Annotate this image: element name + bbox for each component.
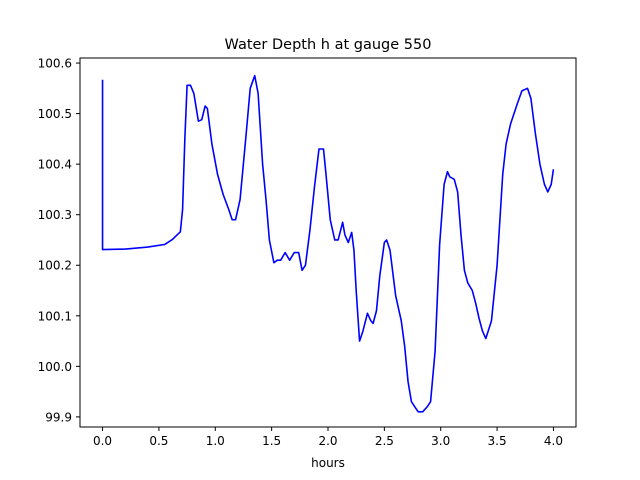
y-tick-label: 100.4 <box>38 158 72 172</box>
x-tick-label: 0.0 <box>93 434 112 448</box>
x-tick-label: 1.5 <box>262 434 281 448</box>
y-tick-label: 100.6 <box>38 57 72 71</box>
chart-title: Water Depth h at gauge 550 <box>225 37 432 53</box>
x-axis-ticks: 0.0 0.5 1.0 1.5 2.0 2.5 3.0 3.5 4.0 <box>93 427 563 448</box>
y-tick-label: 99.9 <box>45 410 72 424</box>
x-axis-label: hours <box>311 456 345 470</box>
plot-frame <box>79 57 577 428</box>
x-tick-label: 2.0 <box>318 434 337 448</box>
x-tick-label: 0.5 <box>149 434 168 448</box>
x-tick-label: 3.5 <box>488 434 507 448</box>
x-tick-label: 4.0 <box>544 434 563 448</box>
plot-area <box>80 58 576 427</box>
y-tick-label: 100.5 <box>38 107 72 121</box>
x-tick-label: 3.0 <box>431 434 450 448</box>
series-layer <box>101 74 555 413</box>
series-line-0 <box>101 74 555 413</box>
y-tick-label: 100.2 <box>38 259 72 273</box>
y-tick-label: 100.3 <box>38 208 72 222</box>
y-tick-label: 100.0 <box>38 360 72 374</box>
x-tick-label: 1.0 <box>206 434 225 448</box>
x-tick-label: 2.5 <box>375 434 394 448</box>
y-tick-label: 100.1 <box>38 309 72 323</box>
y-axis-ticks: 99.9 100.0 100.1 100.2 100.3 100.4 100.5 100.6 <box>38 57 80 424</box>
